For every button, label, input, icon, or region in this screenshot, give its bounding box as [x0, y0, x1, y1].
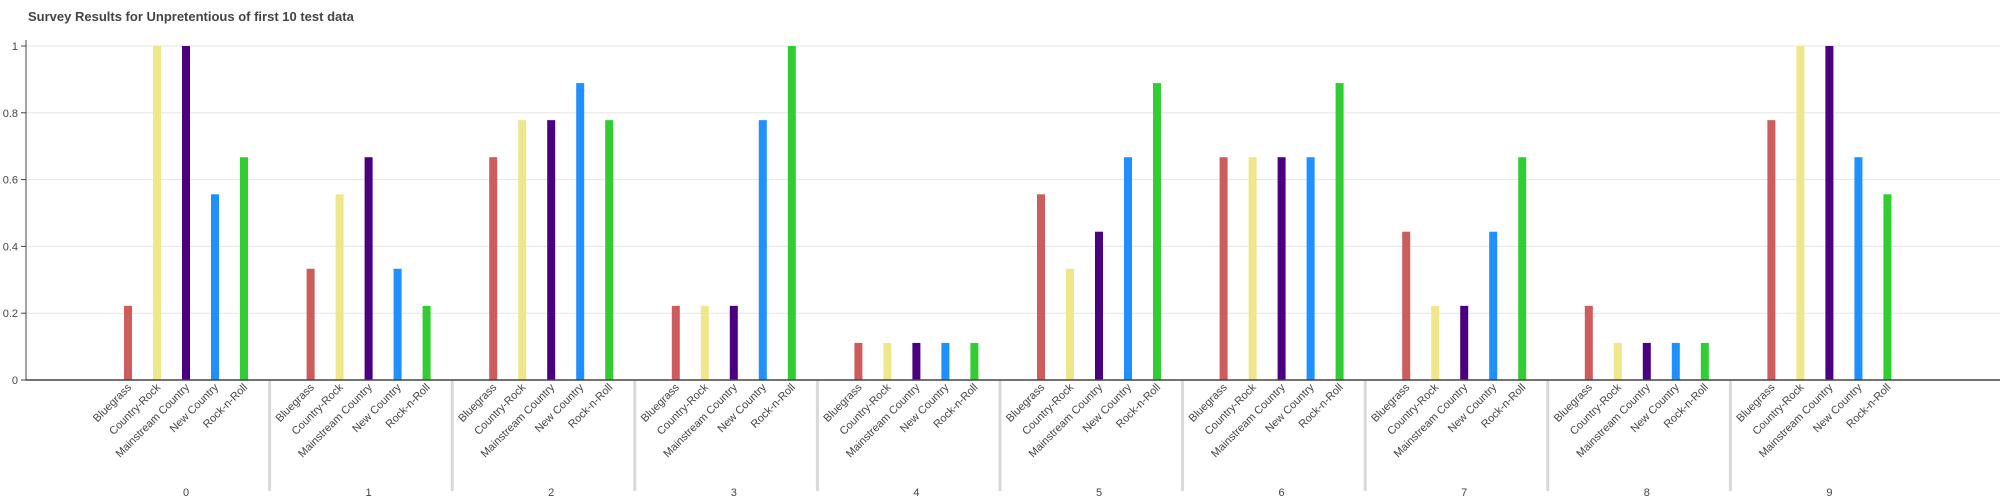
- bar: [1124, 157, 1132, 380]
- group-label: 3: [731, 487, 737, 499]
- group-label: 7: [1461, 487, 1467, 499]
- bar: [211, 194, 219, 380]
- group-label: 6: [1279, 487, 1285, 499]
- y-tick-label: 0.6: [3, 175, 18, 187]
- bar: [787, 46, 796, 380]
- bar: [1767, 120, 1776, 380]
- bar: [1584, 305, 1593, 380]
- bar: [1037, 194, 1045, 380]
- bar: [605, 120, 614, 380]
- bar: [1306, 157, 1315, 380]
- bar: [393, 268, 402, 380]
- bar: [1518, 157, 1527, 380]
- bar: [1248, 157, 1257, 380]
- bar: [1796, 46, 1805, 380]
- bar: [1460, 305, 1469, 380]
- bar: [1671, 342, 1680, 380]
- bar: [941, 342, 950, 380]
- bar: [1825, 46, 1834, 380]
- bar: [576, 83, 585, 380]
- bar: [854, 342, 863, 380]
- bar: [547, 120, 556, 380]
- bar: [1854, 157, 1863, 380]
- bar: [240, 157, 248, 380]
- y-tick-label: 0.8: [3, 108, 18, 120]
- bar: [1700, 342, 1709, 380]
- y-tick-label: 0.2: [3, 308, 18, 320]
- bar: [489, 157, 498, 380]
- bar: [1153, 83, 1161, 380]
- bar: [1402, 231, 1411, 380]
- bar: [970, 342, 979, 380]
- y-tick-label: 1: [12, 41, 18, 53]
- bar: [1335, 83, 1344, 380]
- group-label: 1: [366, 487, 372, 499]
- bar: [1066, 268, 1074, 380]
- bar: [124, 305, 132, 380]
- bar: [1277, 157, 1286, 380]
- group-label: 8: [1644, 487, 1650, 499]
- group-label: 0: [183, 487, 189, 499]
- bar: [1219, 157, 1228, 380]
- bar: [518, 120, 527, 380]
- bar: [700, 305, 709, 380]
- bar: [153, 46, 161, 380]
- bar: [1431, 305, 1440, 380]
- group-label: 5: [1096, 487, 1102, 499]
- bar: [758, 120, 767, 380]
- group-label: 2: [548, 487, 554, 499]
- bar: [912, 342, 921, 380]
- y-tick-label: 0: [12, 375, 18, 387]
- bar: [1613, 342, 1622, 380]
- bar: [729, 305, 738, 380]
- bar: [182, 46, 190, 380]
- bar: [1883, 194, 1892, 380]
- bar: [335, 194, 344, 380]
- bar: [364, 157, 373, 380]
- bar: [1489, 231, 1498, 380]
- y-tick-label: 0.4: [3, 241, 18, 253]
- bar: [1095, 231, 1103, 380]
- bar: [883, 342, 892, 380]
- bar: [1642, 342, 1651, 380]
- bar: [306, 268, 315, 380]
- group-label: 9: [1826, 487, 1832, 499]
- chart-title: Survey Results for Unpretentious of firs…: [28, 9, 354, 24]
- group-label: 4: [913, 487, 919, 499]
- bar: [422, 305, 431, 380]
- bar: [671, 305, 680, 380]
